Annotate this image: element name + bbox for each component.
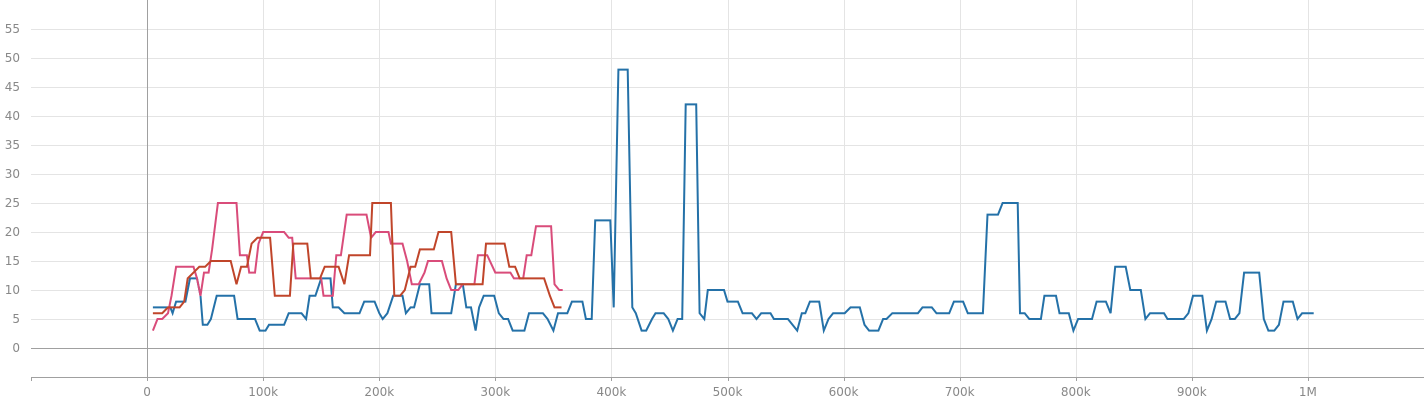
x-tick-label: 800k — [1061, 385, 1091, 399]
x-tick-label: 100k — [248, 385, 278, 399]
x-tick-label: 200k — [364, 385, 394, 399]
x-tick-label: 700k — [945, 385, 975, 399]
series-layer — [151, 68, 1314, 335]
series-line-red — [152, 202, 562, 315]
y-tick-labels: 0 5 10 15 20 25 30 35 40 45 50 55 — [5, 22, 20, 355]
y-tick-label: 30 — [5, 167, 20, 181]
x-tick-label: 1M — [1299, 385, 1317, 399]
grid-lines — [31, 0, 1424, 377]
y-tick-label: 55 — [5, 22, 20, 36]
x-tick-label: 300k — [480, 385, 510, 399]
y-tick-label: 40 — [5, 109, 20, 123]
y-tick-label: 35 — [5, 138, 20, 152]
y-tick-label: 20 — [5, 225, 20, 239]
y-tick-label: 45 — [5, 80, 20, 94]
series-line-pink — [151, 202, 563, 331]
y-tick-label: 5 — [12, 312, 20, 326]
y-tick-label: 15 — [5, 254, 20, 268]
axes — [31, 0, 1424, 381]
y-tick-label: 0 — [12, 341, 20, 355]
x-tick-label: 900k — [1177, 385, 1207, 399]
x-tick-label: 400k — [596, 385, 626, 399]
series-line-blue — [152, 68, 1314, 335]
x-tick-label: 600k — [829, 385, 859, 399]
x-tick-label: 0 — [143, 385, 151, 399]
y-tick-label: 25 — [5, 196, 20, 210]
x-tick-label: 500k — [713, 385, 743, 399]
y-tick-label: 50 — [5, 51, 20, 65]
y-tick-label: 10 — [5, 283, 20, 297]
x-tick-labels: 0 100k 200k 300k 400k 500k 600k 700k 800k 900k 1M — [143, 385, 1317, 399]
